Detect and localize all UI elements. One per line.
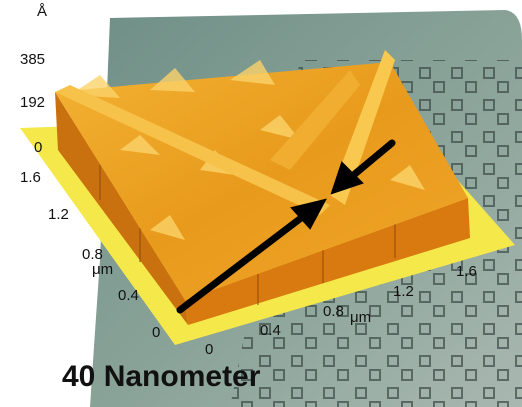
ridge <box>55 85 330 215</box>
y-tick-label: 1.2 <box>48 206 69 223</box>
y-unit: μm <box>92 261 113 278</box>
z-tick-label: 192 <box>20 94 45 111</box>
left-face <box>55 92 188 325</box>
y-tick-label: 0.8 <box>82 246 103 263</box>
x-unit: μm <box>350 309 371 326</box>
arrows <box>176 139 396 314</box>
x-tick-label: 1.6 <box>456 263 477 280</box>
caption: 40 Nanometer <box>62 360 261 393</box>
z-tick-label: 0 <box>34 139 42 156</box>
x-tick-label: 0.4 <box>260 322 281 339</box>
y-tick-label: 1.6 <box>20 169 41 186</box>
z-unit: Å <box>37 3 47 20</box>
x-tick-label: 1.2 <box>393 283 414 300</box>
front-face <box>185 198 470 325</box>
y-tick-label: 0.4 <box>118 287 139 304</box>
x-tick-label: 0 <box>205 341 213 358</box>
x-tick-label: 0.8 <box>323 303 344 320</box>
y-tick-label: 0 <box>152 324 160 341</box>
face-lines <box>99 165 396 305</box>
z-tick-label: 385 <box>20 51 45 68</box>
ridge <box>270 70 360 170</box>
